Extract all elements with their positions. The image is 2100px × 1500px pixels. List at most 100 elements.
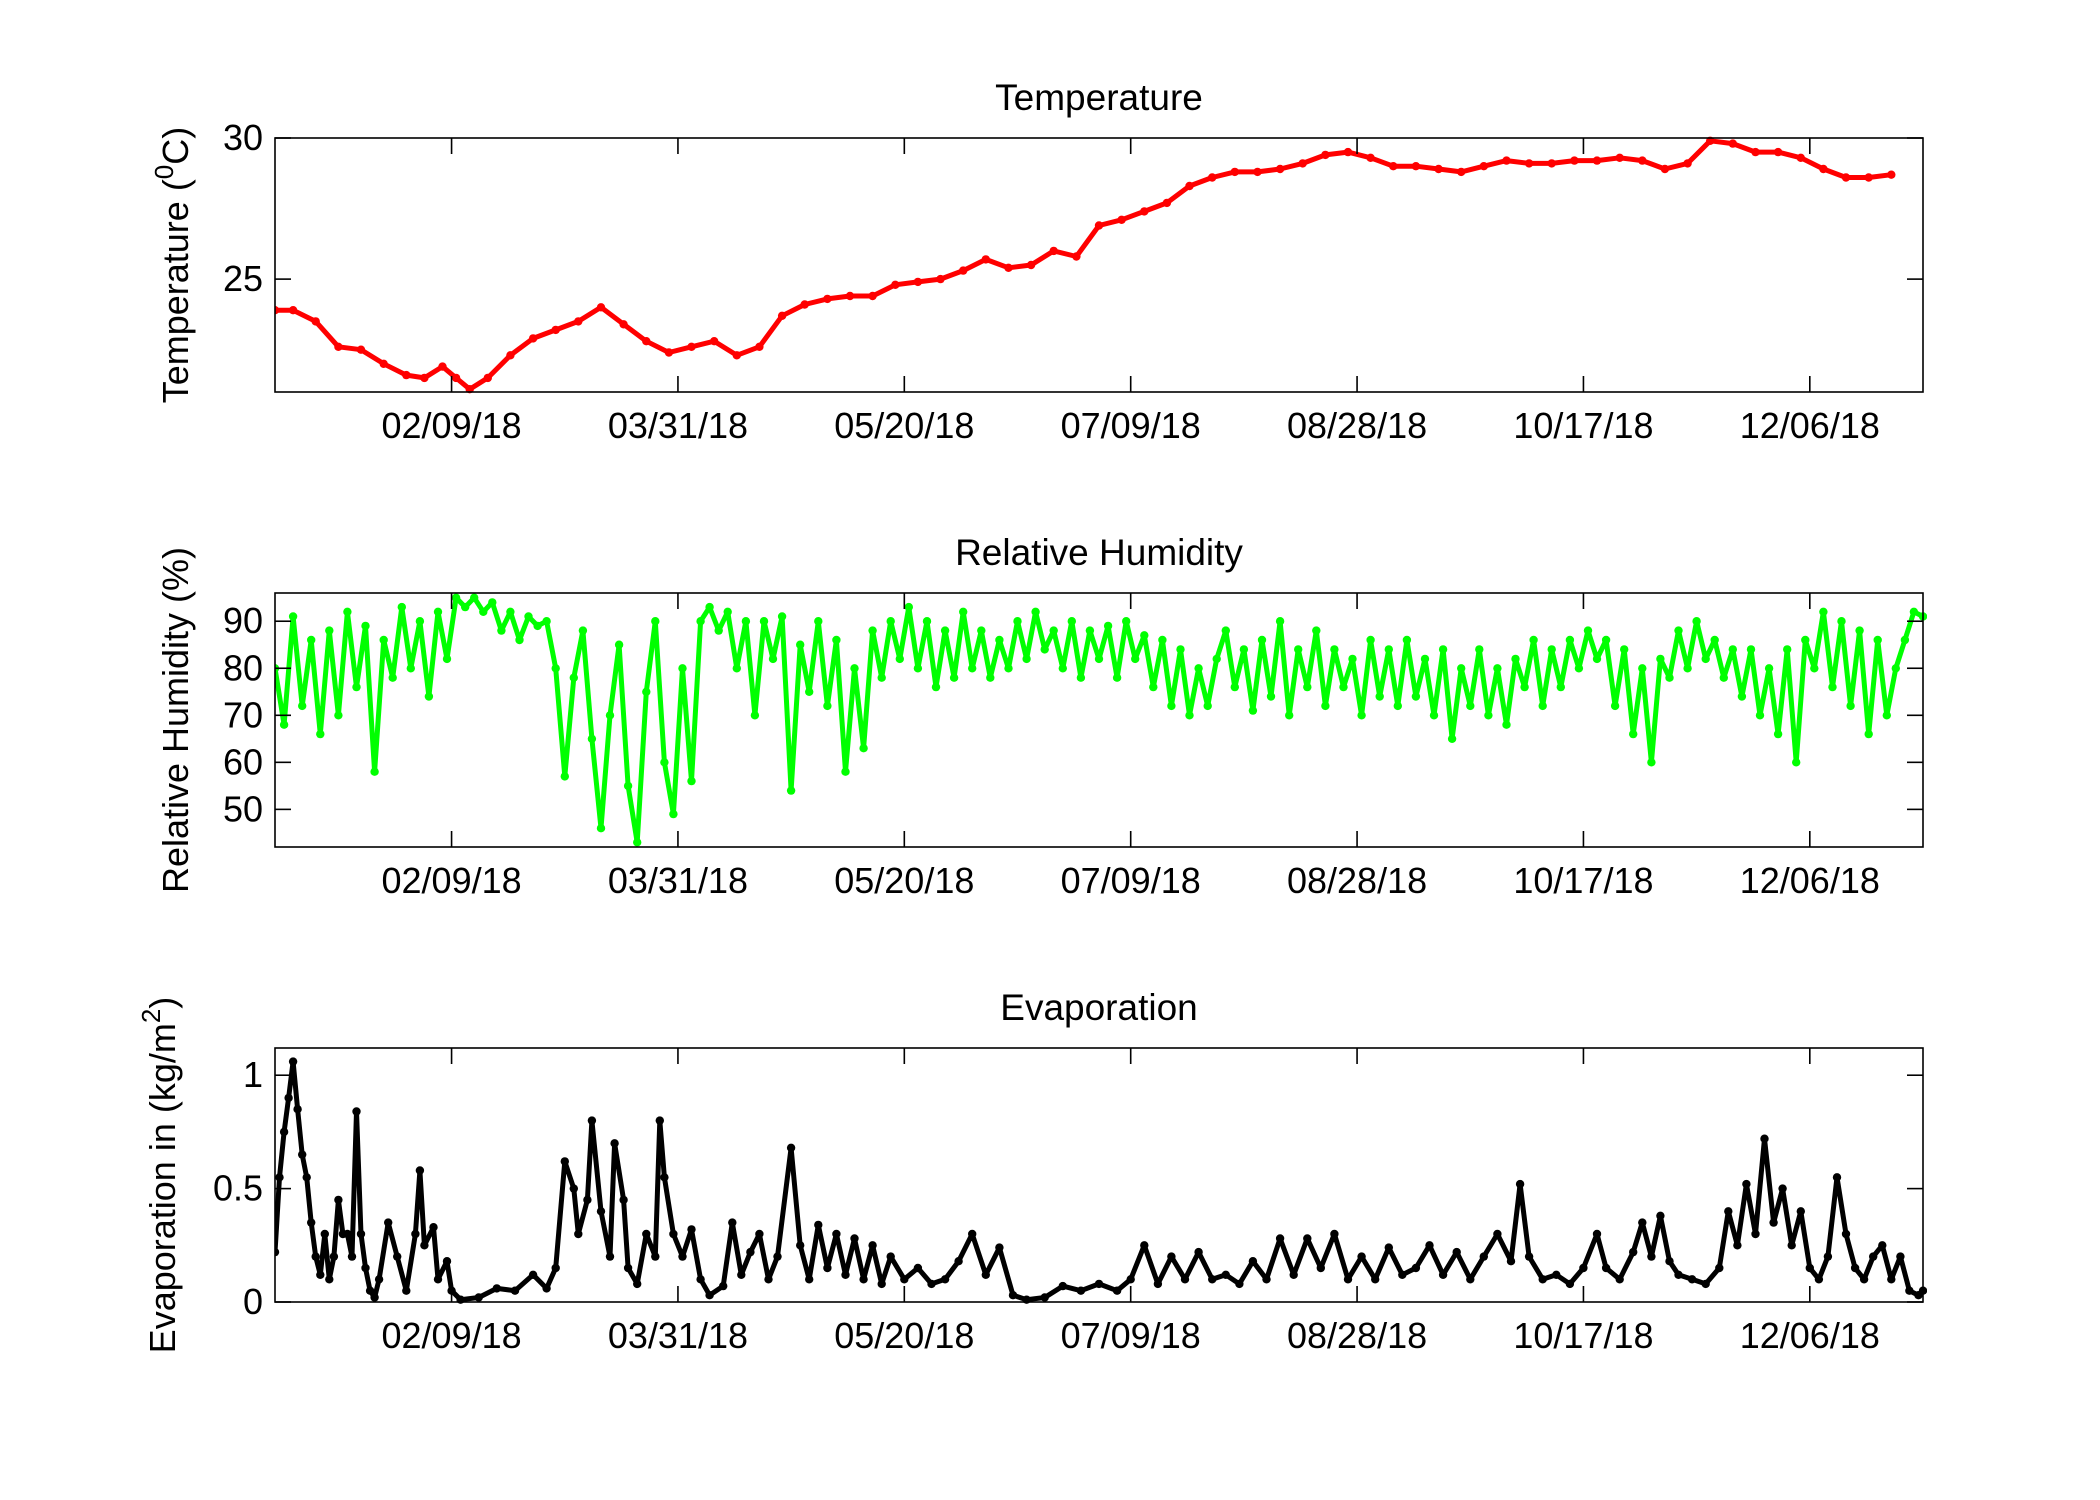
humidity-data-point	[1339, 682, 1348, 692]
evaporation-data-point	[293, 1105, 302, 1114]
humidity-data-point	[1393, 701, 1403, 711]
temperature-title: Temperature	[995, 77, 1203, 118]
evaporation-data-point	[334, 1195, 343, 1205]
humidity-data-point	[451, 593, 461, 602]
evaporation-data-point	[841, 1270, 850, 1280]
humidity-data-point	[1285, 711, 1294, 720]
humidity-ytick-label: 70	[223, 694, 263, 735]
humidity-data-point	[696, 617, 705, 626]
humidity-data-point	[1384, 645, 1394, 654]
humidity-data-point	[479, 607, 488, 616]
humidity-data-point	[1574, 664, 1584, 673]
humidity-data-point	[415, 617, 425, 626]
humidity-data-point	[1610, 701, 1620, 711]
evaporation-data-point	[1592, 1229, 1602, 1239]
evaporation-data-point	[1796, 1207, 1806, 1216]
evaporation-data-point	[868, 1241, 877, 1250]
humidity-data-point	[379, 635, 388, 645]
humidity-xtick-label: 12/06/18	[1740, 860, 1880, 901]
temperature-data-point	[1275, 164, 1285, 174]
evaporation-data-point	[886, 1252, 895, 1261]
humidity-ytick-label: 50	[223, 788, 263, 829]
humidity-data-point	[922, 617, 932, 626]
temperature-data-point	[1230, 167, 1240, 177]
humidity-data-point	[1112, 673, 1122, 682]
evaporation-data-point	[1538, 1275, 1547, 1284]
evaporation-data-point	[347, 1252, 357, 1261]
evaporation-data-point	[660, 1173, 669, 1182]
humidity-data-point	[1891, 664, 1901, 673]
humidity-data-point	[759, 617, 769, 626]
temperature-data-point	[1366, 153, 1375, 162]
evaporation-data-point	[316, 1270, 325, 1280]
evaporation-data-point	[288, 1057, 298, 1066]
humidity-data-point	[298, 701, 307, 711]
evaporation-data-point	[968, 1229, 977, 1239]
humidity-data-point	[777, 612, 787, 621]
evaporation-data-point	[352, 1107, 361, 1116]
evaporation-data-point	[415, 1166, 425, 1175]
evaporation-data-point	[583, 1195, 592, 1205]
humidity-data-point	[424, 692, 434, 701]
humidity-data-point	[1049, 626, 1058, 635]
evaporation-axes-box	[274, 1047, 1924, 1303]
evaporation-data-point	[1384, 1243, 1394, 1252]
evaporation-data-point	[764, 1275, 773, 1284]
humidity-data-point	[1801, 635, 1810, 645]
temperature-data-point	[420, 373, 429, 383]
temperature-data-point	[913, 277, 923, 287]
evaporation-data-point	[1140, 1241, 1149, 1250]
humidity-data-point	[1411, 692, 1421, 701]
temperature-data-point	[936, 274, 945, 284]
humidity-data-point	[1194, 664, 1203, 673]
temperature-data-point	[1389, 162, 1398, 171]
evaporation-data-point	[773, 1252, 782, 1261]
temperature-data-point	[777, 311, 787, 320]
temperature-data-point	[1615, 153, 1624, 162]
humidity-data-point	[886, 617, 895, 626]
temperature-data-point	[1162, 198, 1172, 208]
humidity-data-point	[1013, 617, 1022, 626]
evaporation-data-point	[1194, 1247, 1203, 1257]
evaporation-data-point	[474, 1293, 483, 1302]
humidity-data-point	[1004, 664, 1013, 673]
evaporation-data-point	[302, 1173, 311, 1182]
humidity-data-point	[741, 617, 751, 626]
evaporation-data-point	[374, 1275, 384, 1284]
humidity-data-point	[1221, 626, 1231, 635]
humidity-data-point	[1031, 607, 1040, 616]
humidity-data-point	[1601, 635, 1611, 645]
evaporation-xtick-label: 07/09/18	[1061, 1315, 1201, 1356]
humidity-data-point	[488, 598, 497, 607]
evaporation-data-point	[669, 1229, 678, 1239]
humidity-series-line	[275, 595, 1925, 845]
temperature-data-point	[288, 306, 298, 315]
humidity-data-point	[1348, 654, 1357, 664]
evaporation-ytick-label: 0	[243, 1281, 263, 1322]
humidity-data-point	[1837, 617, 1846, 626]
humidity-data-point	[370, 767, 379, 776]
evaporation-ylabel: Evaporation in (kg/m2)	[136, 997, 183, 1354]
evaporation-data-point	[1040, 1293, 1049, 1302]
evaporation-data-point	[687, 1225, 696, 1234]
evaporation-data-point	[1878, 1241, 1887, 1250]
humidity-data-point	[1457, 664, 1466, 673]
evaporation-data-point	[1638, 1218, 1647, 1227]
humidity-data-point	[1312, 626, 1321, 635]
evaporation-data-point	[696, 1275, 705, 1284]
humidity-data-point	[1755, 711, 1765, 720]
evaporation-data-point	[1008, 1291, 1018, 1300]
humidity-data-point	[288, 612, 298, 621]
temperature-xtick-label: 07/09/18	[1061, 405, 1201, 446]
humidity-data-point	[1674, 626, 1683, 635]
humidity-ylabel: Relative Humidity (%)	[155, 547, 196, 893]
humidity-data-point	[316, 729, 325, 739]
humidity-data-point	[642, 687, 651, 696]
humidity-data-point	[1592, 654, 1602, 664]
evaporation-data-point	[1805, 1263, 1815, 1273]
humidity-data-point	[361, 621, 370, 631]
evaporation-data-point	[361, 1263, 370, 1273]
humidity-data-point	[1366, 635, 1375, 645]
humidity-data-point	[397, 602, 406, 612]
humidity-data-point	[1122, 617, 1131, 626]
